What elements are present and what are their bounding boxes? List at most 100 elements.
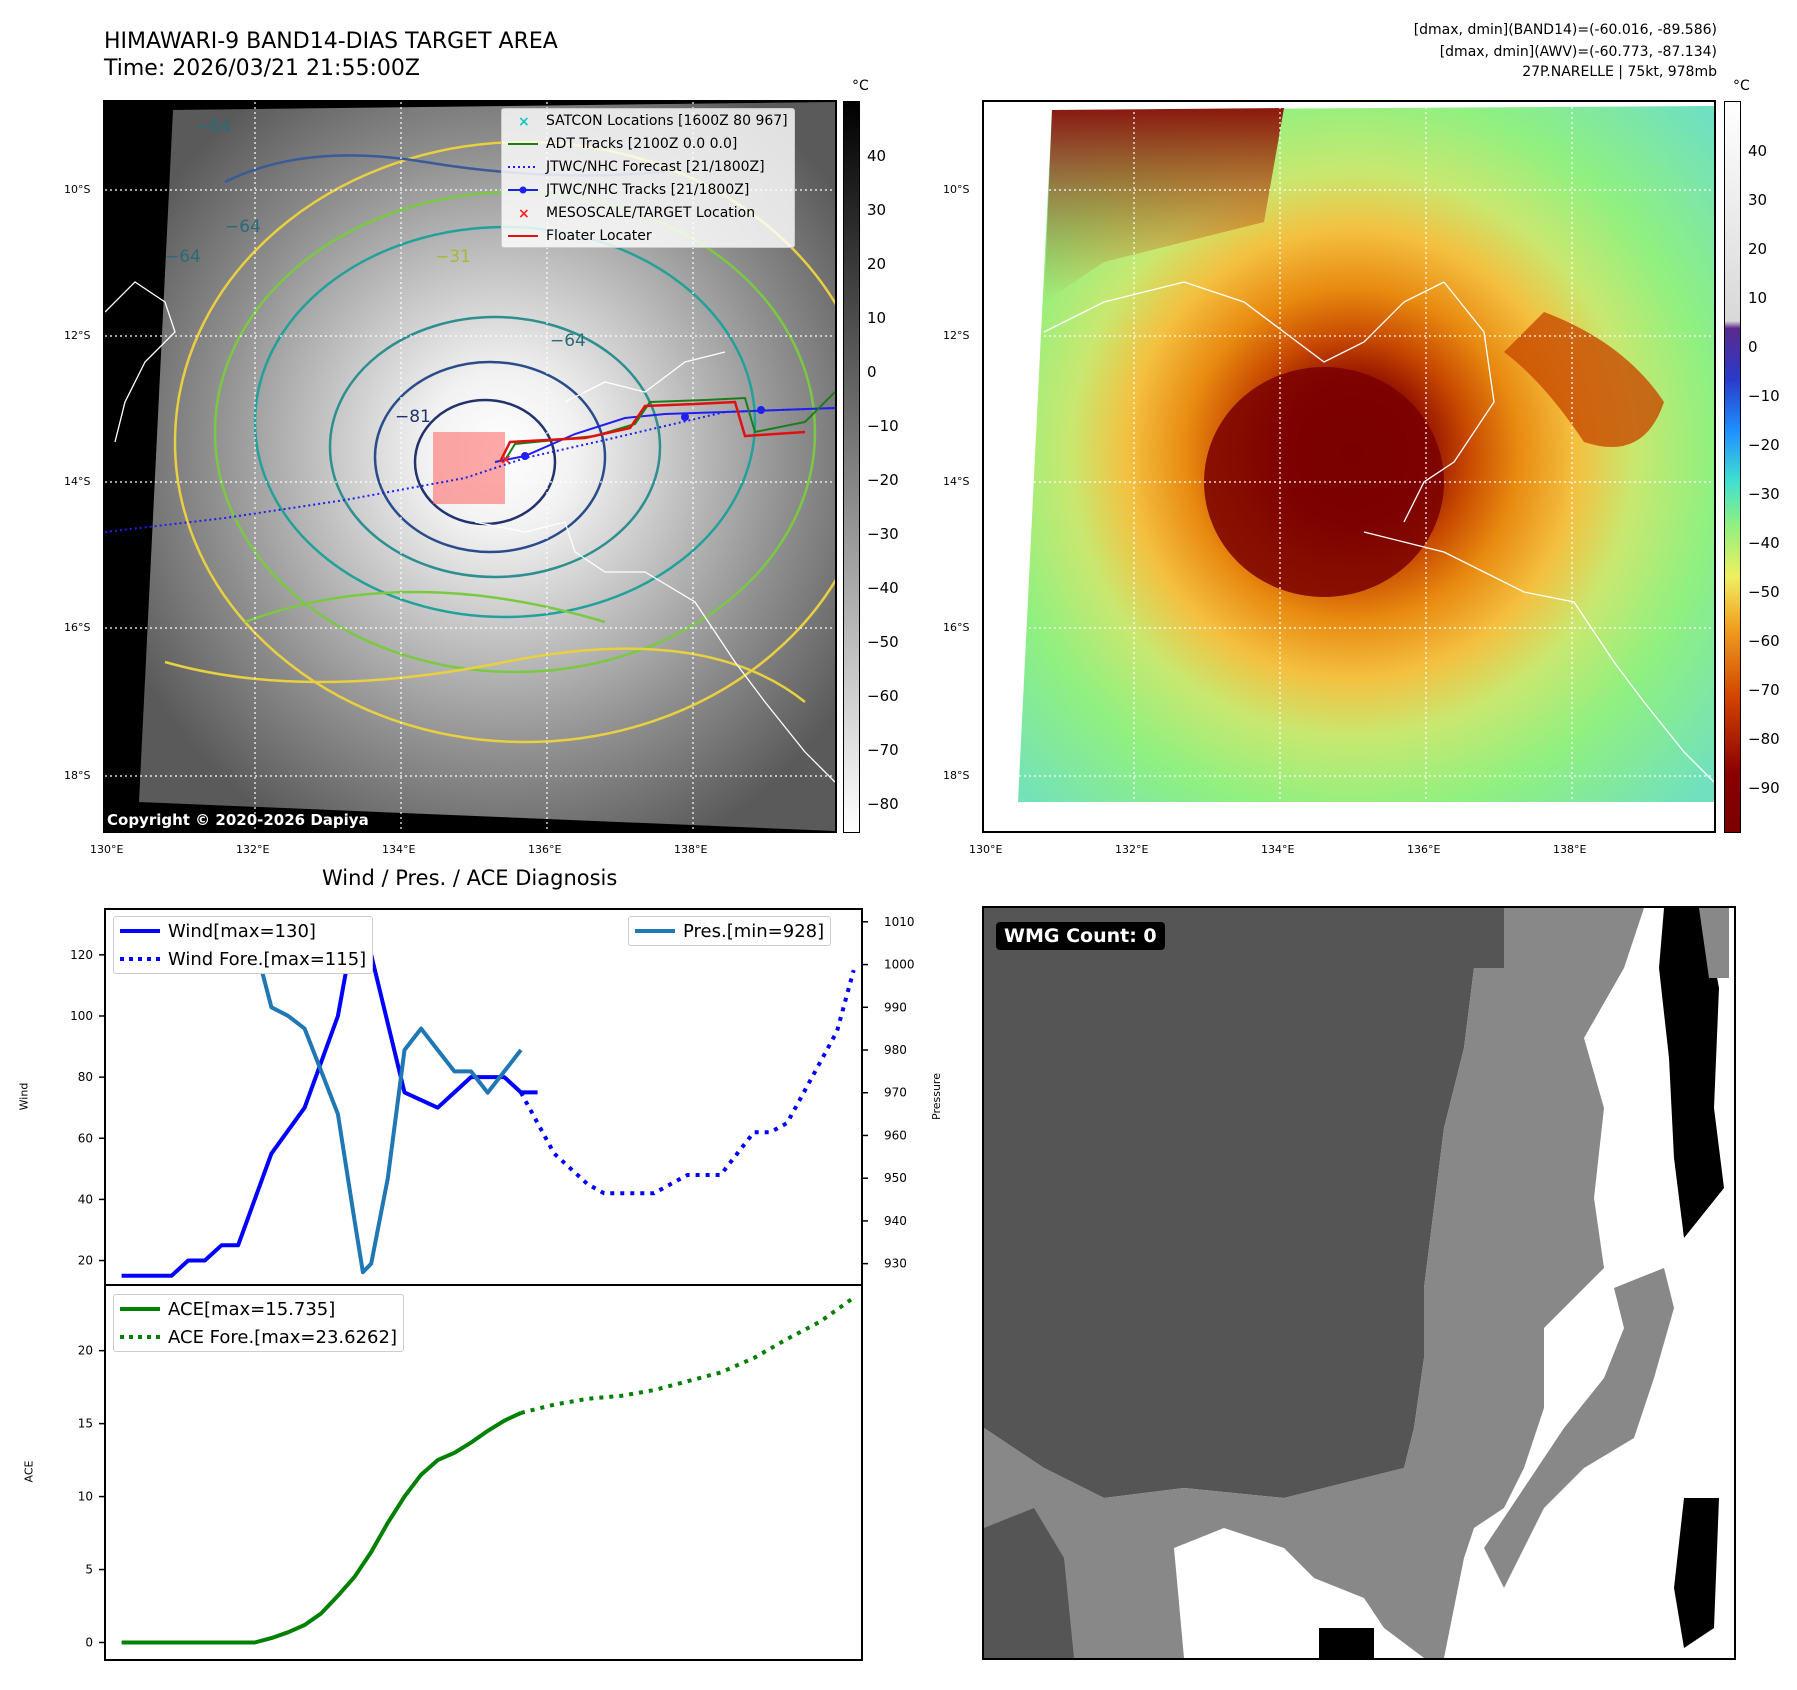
colorbar-tick: −70 — [1748, 681, 1780, 699]
legend-item-jtwc-tracks: JTWC/NHC Tracks [21/1800Z] — [502, 178, 794, 201]
svg-text:×: × — [518, 114, 530, 128]
colorbar-color — [1724, 101, 1741, 833]
lat-label: 18°S — [64, 769, 91, 782]
series-line-0 — [121, 922, 538, 1278]
ace-axis-label: ACE — [22, 1460, 36, 1483]
lon-label: 132°E — [236, 843, 270, 856]
lon-label: 138°E — [674, 843, 708, 856]
info-line3: 27P.NARELLE | 75kt, 978mb — [1522, 64, 1717, 80]
y-tick-label: 80 — [78, 1070, 93, 1084]
chart-title-line2: Time: 2026/03/21 21:55:00Z — [104, 56, 420, 81]
ir-map-image: × −64 −64 −64 −81 −31 −64 — [105, 102, 835, 831]
legend-item-label: Wind Fore.[max=115] — [168, 948, 367, 970]
lat-label: 16°S — [64, 621, 91, 634]
colorbar-tick: −20 — [1748, 436, 1780, 454]
colorbar-tick: −50 — [867, 633, 899, 651]
legend-item-label: MESOSCALE/TARGET Location — [546, 204, 756, 221]
info-line2: [dmax, dmin](AWV)=(-60.773, -87.134) — [1439, 44, 1717, 60]
colorbar-tick: 0 — [867, 363, 877, 381]
colorbar-tick: −40 — [1748, 534, 1780, 552]
y-right-tick-label: 1010 — [884, 915, 915, 929]
colorbar-tick: 30 — [1748, 191, 1768, 209]
lon-label: 130°E — [90, 843, 124, 856]
map-legend: × SATCON Locations [1600Z 80 967] ADT Tr… — [501, 108, 795, 248]
contour-label: −81 — [395, 407, 431, 427]
y-right-tick-label: 940 — [884, 1214, 907, 1228]
y-tick-label: 0 — [85, 1635, 93, 1649]
plot-frame — [104, 1284, 863, 1661]
wind-legend: Wind[max=130] Wind Fore.[max=115] — [113, 916, 374, 974]
y-right-tick-label: 960 — [884, 1128, 907, 1142]
series-line-1 — [519, 969, 856, 1196]
legend-item-mesoscale: × MESOSCALE/TARGET Location — [502, 201, 794, 224]
colorbar-unit: °C — [852, 78, 869, 94]
colorbar-tick: 20 — [867, 255, 887, 273]
pressure-axis-label: Pressure — [929, 1073, 943, 1120]
y-tick-label: 15 — [78, 1417, 93, 1431]
y-right-tick-label: 970 — [884, 1086, 907, 1100]
y-tick-label: 60 — [78, 1131, 93, 1145]
lat-label: 16°S — [943, 621, 970, 634]
legend-item-label: ACE Fore.[max=23.6262] — [168, 1326, 397, 1348]
legend-item-ace: ACE[max=15.735] — [114, 1295, 403, 1323]
wind-axis-label: Wind — [17, 1082, 31, 1111]
contour-label: −64 — [165, 247, 201, 267]
y-tick-label: 5 — [85, 1563, 93, 1577]
y-tick-label: 40 — [78, 1192, 93, 1206]
lon-label: 138°E — [1553, 843, 1587, 856]
wmg-count-badge: WMG Count: 0 — [996, 922, 1165, 950]
colorbar-tick: −50 — [1748, 583, 1780, 601]
colorbar-tick: −10 — [867, 417, 899, 435]
legend-item-pressure: Pres.[min=928] — [629, 917, 830, 945]
pressure-legend: Pres.[min=928] — [628, 916, 832, 946]
lon-label: 136°E — [1407, 843, 1441, 856]
colorbar-tick: −30 — [867, 525, 899, 543]
contour-label: −64 — [195, 117, 231, 137]
wmg-image — [984, 908, 1729, 1658]
wind-axes: 20 40 60 80 100 120 930 940 950 960 970 980 990 1000 1… — [70, 908, 915, 1286]
legend-item-satcon: × SATCON Locations [1600Z 80 967] — [502, 109, 794, 132]
lat-label: 12°S — [943, 329, 970, 342]
colorbar-tick: 30 — [867, 201, 887, 219]
colorbar-tick: −20 — [867, 471, 899, 489]
lon-label: 132°E — [1115, 843, 1149, 856]
y-tick-label: 10 — [78, 1490, 93, 1504]
y-tick-label: 100 — [70, 1009, 93, 1023]
lon-label: 136°E — [528, 843, 562, 856]
legend-item-wind: Wind[max=130] — [114, 917, 372, 945]
contour-label: −64 — [225, 217, 261, 237]
legend-item-label: JTWC/NHC Forecast [21/1800Z] — [546, 158, 765, 175]
contour-label: −64 — [550, 331, 586, 351]
colorbar-tick: −40 — [867, 579, 899, 597]
colorbar-tick: −60 — [1748, 632, 1780, 650]
lat-label: 12°S — [64, 329, 91, 342]
colorbar-tick: 20 — [1748, 240, 1768, 258]
colorbar-tick: −80 — [1748, 730, 1780, 748]
ace-axes: 0 5 10 15 20 — [78, 1284, 863, 1661]
diagnosis-plot: 2040608010012093094095096097098099010001… — [70, 908, 915, 1661]
y-tick-label: 20 — [78, 1254, 93, 1268]
y-right-tick-label: 1000 — [884, 958, 915, 972]
contour-label: −31 — [435, 247, 471, 267]
svg-text:×: × — [500, 452, 512, 468]
y-right-tick-label: 950 — [884, 1171, 907, 1185]
colorbar-tick: 40 — [867, 147, 887, 165]
lat-label: 14°S — [64, 475, 91, 488]
lon-label: 130°E — [969, 843, 1003, 856]
info-line1: [dmax, dmin](BAND14)=(-60.016, -89.586) — [1413, 22, 1717, 38]
legend-item-label: ADT Tracks [2100Z 0.0 0.0] — [546, 135, 738, 152]
colorbar-tick: 0 — [1748, 338, 1758, 356]
legend-item-wind-forecast: Wind Fore.[max=115] — [114, 945, 372, 973]
legend-item-label: Wind[max=130] — [168, 920, 316, 942]
y-right-tick-label: 930 — [884, 1257, 907, 1271]
y-tick-label: 120 — [70, 948, 93, 962]
ir-map-panel: × −64 −64 −64 −81 −31 −64 Copyright © 20… — [103, 100, 837, 833]
legend-item-jtwc-forecast: JTWC/NHC Forecast [21/1800Z] — [502, 155, 794, 178]
series-line-1 — [520, 1296, 855, 1415]
legend-item-ace-forecast: ACE Fore.[max=23.6262] — [114, 1323, 403, 1351]
color-map-panel — [982, 100, 1716, 833]
colorbar-gray — [843, 101, 860, 833]
y-tick-label: 20 — [78, 1344, 93, 1358]
colorbar-tick: −60 — [867, 687, 899, 705]
colorbar-tick: 10 — [1748, 289, 1768, 307]
